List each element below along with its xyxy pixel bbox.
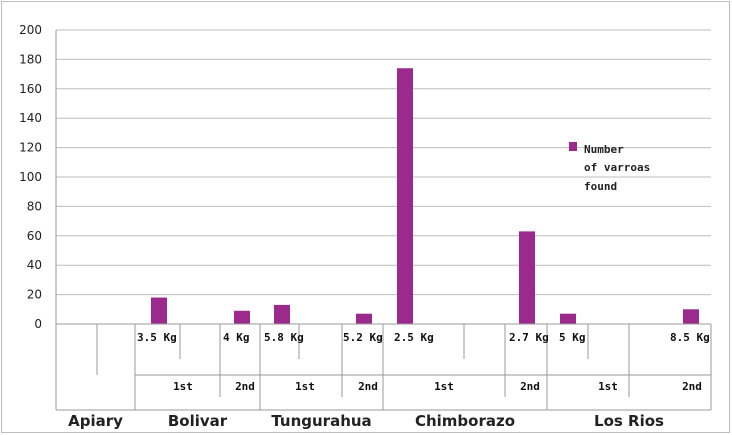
- y-tick-label: 80: [27, 199, 42, 213]
- round-label: 2nd: [520, 380, 540, 393]
- round-label: 1st: [434, 380, 454, 393]
- weight-label: 5.2 Kg: [343, 331, 383, 344]
- weight-label: 3.5 Kg: [137, 331, 177, 344]
- y-tick-label: 140: [19, 111, 42, 125]
- round-label: 2nd: [682, 380, 702, 393]
- region-label: Los Rios: [594, 412, 664, 430]
- weight-label: 5.8 Kg: [264, 331, 304, 344]
- y-tick-label: 160: [19, 82, 42, 96]
- bar: [234, 310, 250, 324]
- y-tick-label: 40: [27, 258, 42, 272]
- weight-label: 5 Kg: [559, 331, 586, 344]
- category-table: 3.5 Kg 4 Kg 5.8 Kg 5.2 Kg 2.5 Kg 2.7 Kg 5 Kg 8.…: [55, 323, 712, 430]
- round-label: 2nd: [358, 380, 378, 393]
- y-tick-label: 180: [19, 52, 42, 66]
- legend-swatch: [569, 142, 577, 151]
- legend-label-line-1: Number: [584, 143, 624, 156]
- bar: [683, 309, 699, 324]
- y-tick-label: 60: [27, 229, 42, 243]
- weight-label: 2.7 Kg: [509, 331, 549, 344]
- bar: [151, 297, 167, 324]
- region-label: Tungurahua: [271, 412, 371, 430]
- bar: [397, 68, 413, 324]
- y-tick-label: 120: [19, 141, 42, 155]
- bars: [151, 68, 699, 324]
- region-label: Chimborazo: [415, 412, 515, 430]
- legend: Number of varroas found: [569, 142, 650, 193]
- round-label: 1st: [598, 380, 618, 393]
- round-label: 1st: [173, 380, 193, 393]
- y-tick-label: 20: [27, 288, 42, 302]
- weight-label: 4 Kg: [223, 331, 250, 344]
- weight-label: 8.5 Kg: [670, 331, 710, 344]
- round-label: 1st: [295, 380, 315, 393]
- region-label: Apiary: [68, 412, 123, 430]
- gridlines: [55, 29, 711, 325]
- y-tick-label: 100: [19, 170, 42, 184]
- y-tick-label: 200: [19, 23, 42, 37]
- legend-label-line-3: found: [584, 180, 617, 193]
- bar: [274, 304, 290, 324]
- round-label: 2nd: [235, 380, 255, 393]
- region-label: Bolivar: [168, 412, 228, 430]
- bar: [519, 231, 535, 324]
- y-tick-label: 0: [34, 317, 42, 331]
- y-axis-tick-labels: 0 20 40 60 80 100 120 140 160 180 200: [19, 23, 42, 331]
- bar: [560, 313, 576, 324]
- weight-label: 2.5 Kg: [394, 331, 434, 344]
- legend-label-line-2: of varroas: [584, 161, 650, 174]
- bar: [356, 313, 372, 324]
